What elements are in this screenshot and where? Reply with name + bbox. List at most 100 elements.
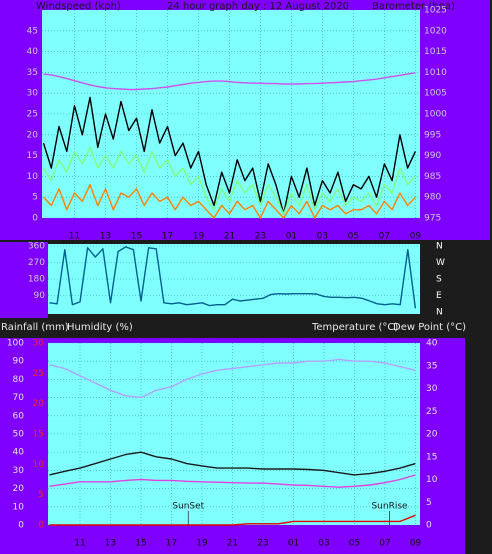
y-tick-label: 10 (27, 172, 39, 182)
x-tick-label: 15 (135, 539, 146, 549)
y3-tick-label: 25 (33, 369, 44, 379)
x-tick-label: 17 (162, 232, 173, 242)
y-tick-label: 10 (13, 502, 25, 512)
y-tick-label: 70 (13, 393, 25, 403)
x-tick-label: 05 (348, 232, 359, 242)
y-tick-label: 90 (34, 291, 46, 301)
x-tick-label: 15 (131, 232, 142, 242)
series-line (49, 246, 417, 309)
y2-tick-label: E (436, 291, 442, 301)
x-tick-label: 23 (255, 232, 266, 242)
y-tick-label: 40 (13, 448, 25, 458)
y2-tick-label: 30 (426, 384, 438, 394)
y2-tick-label: 1010 (424, 68, 447, 78)
y2-tick-label: 980 (424, 193, 441, 203)
x-tick-label: 17 (166, 539, 177, 549)
y2-tick-label: 40 (426, 339, 438, 349)
y2-tick-label: 985 (424, 172, 441, 182)
y-tick-label: 180 (28, 275, 45, 285)
y-tick-label: 20 (27, 130, 39, 140)
series-line (43, 72, 416, 91)
dewpoint-axis-title: Dew Point (°C) (393, 322, 466, 333)
x-tick-label: 07 (379, 539, 390, 549)
x-tick-label: 21 (224, 232, 235, 242)
y3-tick-label: 20 (33, 399, 45, 409)
humidity-axis-title: Humidity (%) (67, 322, 133, 333)
x-tick-label: 13 (100, 232, 111, 242)
direction-panel (0, 242, 48, 318)
y2-tick-label: 995 (424, 130, 441, 140)
y-tick-label: 90 (13, 357, 25, 367)
y2-tick-label: S (436, 275, 442, 285)
rain-axis-title: Rainfall (mm) (1, 322, 69, 333)
y-tick-label: 0 (32, 214, 38, 224)
series-line (42, 96, 417, 215)
annotation: SunRise (371, 502, 408, 512)
y-tick-label: 30 (27, 89, 39, 99)
y3-tick-label: 30 (33, 339, 45, 349)
x-tick-label: 11 (69, 232, 80, 242)
x-tick-label: 19 (196, 539, 208, 549)
y2-tick-label: 975 (424, 214, 441, 224)
y3-tick-label: 15 (33, 430, 44, 440)
x-tick-label: 03 (317, 232, 328, 242)
temperature-axis-title: Temperature (°C) (311, 322, 398, 333)
y-tick-label: 35 (27, 68, 38, 78)
x-tick-label: 01 (288, 539, 299, 549)
x-tick-label: 09 (410, 539, 422, 549)
y2-tick-label: 1000 (424, 110, 447, 120)
y-tick-label: 50 (13, 430, 25, 440)
series-line (49, 451, 416, 476)
x-tick-label: 11 (74, 539, 85, 549)
y3-tick-label: 0 (38, 521, 44, 531)
x-tick-label: 09 (410, 232, 422, 242)
y-tick-label: 25 (27, 110, 38, 120)
chart-title: 24 hour graph day : 12 August 2020 (167, 1, 349, 12)
y2-tick-label: 35 (426, 361, 437, 371)
x-tick-label: 21 (227, 539, 238, 549)
y2-tick-label: 10 (426, 475, 438, 485)
y-tick-label: 0 (18, 521, 24, 531)
y-tick-label: 20 (13, 484, 25, 494)
y2-tick-label: 15 (426, 452, 437, 462)
x-tick-label: 19 (193, 232, 205, 242)
y-tick-label: 5 (32, 193, 38, 203)
y2-tick-label: 0 (426, 521, 432, 531)
x-tick-label: 07 (379, 232, 390, 242)
y2-tick-label: 1025 (424, 6, 447, 16)
y2-tick-label: N (436, 242, 443, 252)
annotation: SunSet (172, 502, 204, 512)
x-tick-label: 23 (257, 539, 268, 549)
y2-tick-label: 1005 (424, 89, 447, 99)
y-tick-label: 360 (28, 242, 45, 252)
y2-tick-label: N (436, 308, 443, 318)
y3-tick-label: 5 (38, 490, 44, 500)
y2-tick-label: 25 (426, 407, 437, 417)
series-line (42, 184, 416, 219)
y-tick-label: 30 (13, 466, 25, 476)
y3-tick-label: 10 (33, 460, 45, 470)
series-line (49, 358, 416, 399)
x-tick-label: 05 (349, 539, 360, 549)
x-tick-label: 01 (286, 232, 297, 242)
y-axis-title: Windspeed (kph) (36, 1, 121, 12)
series-line (49, 514, 416, 526)
y2-tick-label: 5 (426, 498, 432, 508)
y-tick-label: 45 (27, 26, 38, 36)
y2-tick-label: 20 (426, 430, 438, 440)
y-tick-label: 80 (13, 375, 25, 385)
series-line (42, 146, 416, 215)
y-tick-label: 60 (13, 411, 25, 421)
x-tick-label: 13 (105, 539, 116, 549)
series-line (49, 474, 416, 488)
y2-axis-title: Barometer (hpa) (372, 1, 455, 12)
x-tick-label: 03 (318, 539, 329, 549)
y-tick-label: 40 (27, 47, 39, 57)
y2-tick-label: 1020 (424, 26, 447, 36)
y-tick-label: 270 (28, 258, 45, 268)
y2-tick-label: W (436, 258, 445, 268)
y-tick-label: 100 (7, 339, 24, 349)
y2-tick-label: 990 (424, 151, 441, 161)
